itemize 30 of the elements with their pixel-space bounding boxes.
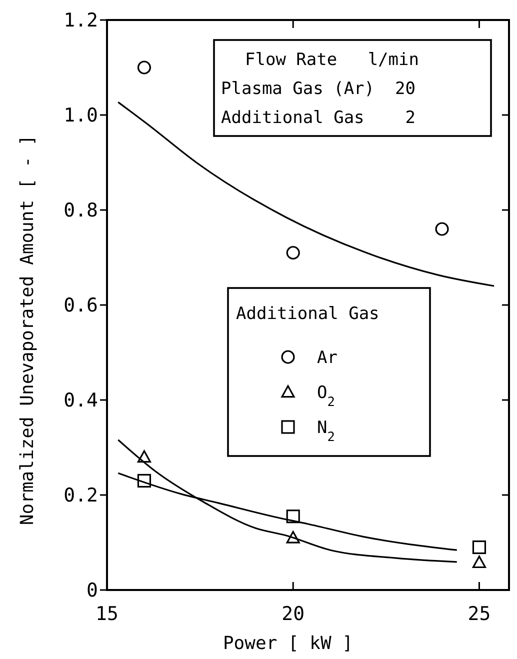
y-tick-label: 0 bbox=[86, 580, 98, 602]
point bbox=[286, 510, 300, 524]
legend-label: Ar bbox=[317, 348, 338, 368]
line-series bbox=[117, 101, 495, 287]
y-tick-label: 0.2 bbox=[64, 484, 98, 507]
x-axis-title: Power [ kW ] bbox=[222, 633, 354, 654]
y-tick-label: 0.4 bbox=[64, 390, 98, 412]
point bbox=[286, 530, 300, 544]
point bbox=[137, 60, 152, 74]
y-tick-label: 1.0 bbox=[64, 104, 98, 127]
annotation: Additional Gas 2 bbox=[221, 108, 416, 128]
point bbox=[286, 246, 300, 260]
point bbox=[137, 474, 152, 488]
legend-label: N$_{2}$ bbox=[317, 418, 335, 444]
legend-title: Additional Gas bbox=[236, 304, 380, 324]
x-tick-label: 20 bbox=[282, 603, 305, 625]
point bbox=[435, 222, 449, 236]
point bbox=[137, 450, 152, 463]
annotation: Flow Rate l/min bbox=[245, 50, 419, 70]
point bbox=[472, 540, 486, 554]
x-tick-label: 25 bbox=[468, 603, 491, 625]
y-axis-title: Normalized Unevaporated Amount [ - ] bbox=[17, 134, 38, 526]
y-tick-label: 0.8 bbox=[64, 200, 98, 222]
legend-label: O$_{2}$ bbox=[317, 383, 335, 410]
line-series bbox=[117, 439, 458, 563]
x-tick-label: 15 bbox=[96, 603, 118, 625]
y-tick-label: 0.6 bbox=[64, 294, 98, 317]
point bbox=[472, 556, 486, 568]
annotation: Plasma Gas (Ar) 20 bbox=[221, 79, 416, 99]
y-tick-label: 1.2 bbox=[64, 10, 98, 32]
